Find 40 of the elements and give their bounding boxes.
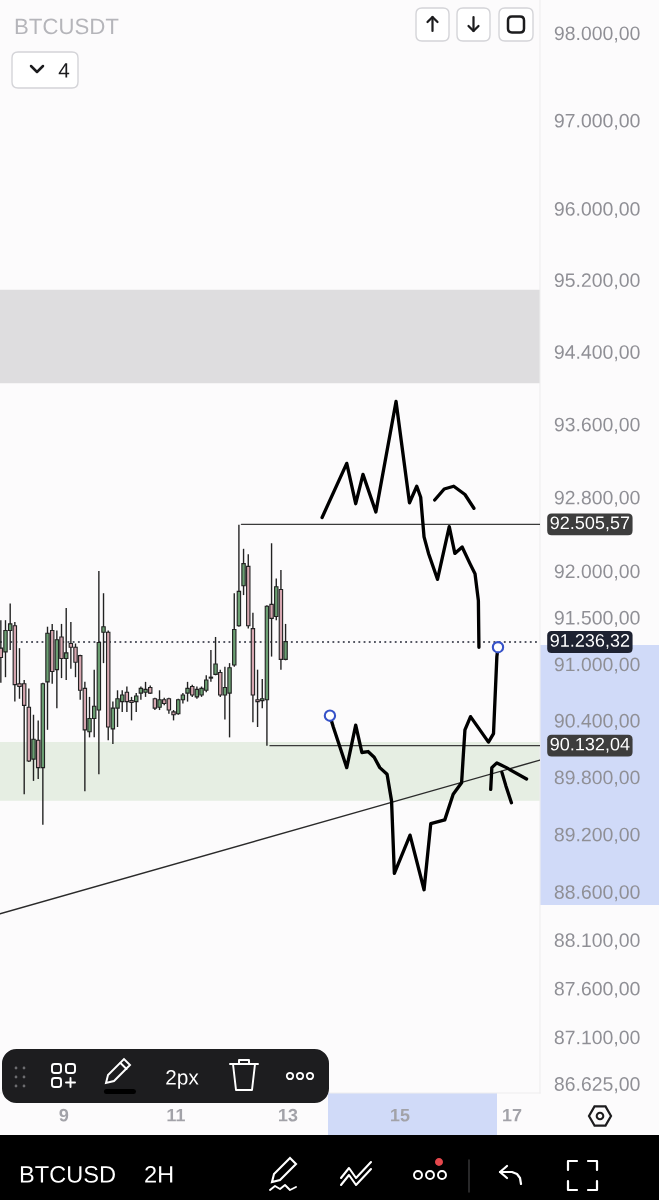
y-tick-label: 97.000,00: [554, 113, 640, 130]
line-series: [489, 761, 529, 792]
y-tick-label: 95.200,00: [554, 273, 640, 290]
y-tick-label: 89.200,00: [554, 827, 640, 844]
x-tick-label: 15: [391, 1108, 410, 1122]
ref-line-label: 91.236,32: [550, 634, 630, 649]
x-tick-label: 17: [503, 1108, 522, 1122]
y-tick-label: 88.100,00: [554, 933, 640, 950]
y-tick-label: 92.000,00: [554, 564, 640, 581]
annotation: 2px: [166, 1070, 199, 1089]
y-tick-label: 94.400,00: [554, 345, 640, 362]
y-tick-label: 86.625,00: [554, 1077, 640, 1094]
line-series: [320, 399, 481, 649]
candlestick: [0, 619, 4, 684]
x-tick-label: 11: [167, 1108, 185, 1122]
y-tick-label: 90.400,00: [554, 713, 640, 730]
text: BTCUSDT: [15, 18, 119, 35]
y-tick-label: 96.000,00: [554, 202, 640, 219]
text: 2H: [145, 1166, 173, 1183]
y-tick-label: 87.100,00: [554, 1030, 640, 1047]
candlestick: [21, 679, 27, 795]
y-tick-label: 88.600,00: [554, 885, 640, 902]
annotation: 4: [58, 63, 70, 78]
annotation: 92.505,57: [550, 516, 630, 532]
y-tick-label: 87.600,00: [554, 981, 640, 998]
x-tick-label: 9: [59, 1108, 69, 1122]
candlestick: [119, 689, 125, 713]
line-series: [433, 484, 476, 510]
y-tick-label: 92.800,00: [554, 490, 640, 507]
x-tick-label: 13: [279, 1108, 298, 1122]
candlestick: [222, 666, 228, 721]
y-tick-label: 93.600,00: [554, 417, 640, 434]
annotation: 90.132,04: [550, 737, 630, 753]
y-tick-label: 98.000,00: [554, 26, 640, 43]
candlestick: [63, 607, 69, 681]
y-tick-label: 89.800,00: [554, 770, 640, 787]
text: BTCUSD: [20, 1166, 115, 1183]
y-tick-label: 91.500,00: [554, 610, 640, 627]
y-tick-label: 91.000,00: [554, 657, 640, 674]
candlestick: [68, 621, 74, 670]
